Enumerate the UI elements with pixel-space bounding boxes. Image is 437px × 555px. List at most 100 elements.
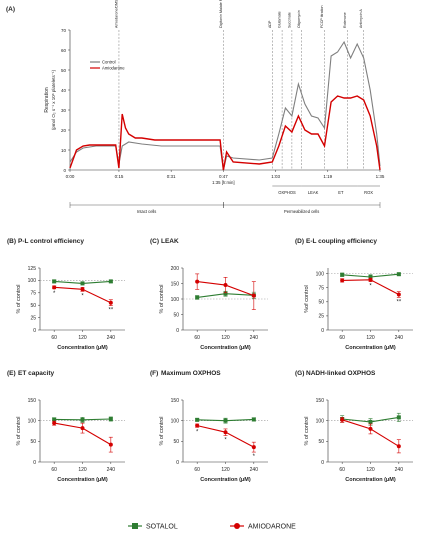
panel-a-y-tick-label: 70: [61, 28, 67, 33]
panel-c-point-amiodarone: [223, 283, 228, 288]
panel-a-ylabel-unit: (pmol O₂ s⁻¹ x 10⁸ platelets⁻¹): [51, 69, 56, 130]
panel-f-x-tick-label: 60: [194, 467, 200, 473]
panel-f-x-tick-label: 120: [221, 467, 230, 473]
panel-c-point-amiodarone: [195, 279, 200, 284]
panel-d-point-amiodarone: [368, 277, 373, 282]
panel-b-point-amiodarone: [80, 287, 85, 292]
panel-f-y-tick-label: 50: [173, 439, 179, 445]
panel-g-y-tick-label: 0: [321, 460, 324, 466]
panel-a-x-tick-label: 0:31: [167, 174, 176, 179]
panel-a-xlabel: 1:35 [h:min]: [212, 180, 234, 185]
panel-g-title: NADH-linked OXPHOS: [306, 370, 376, 377]
panel-e-y-tick-label: 0: [33, 460, 36, 466]
panel-a-trace-amiodarone: [69, 95, 381, 171]
panel-d-y-tick-label: 0: [321, 328, 324, 334]
panel-a-state-label: ET: [338, 190, 344, 195]
panel-b-point-sotalol: [108, 279, 113, 284]
panel-b-point-sotalol: [80, 281, 85, 286]
panel-e-y-tick-label: 50: [30, 439, 36, 445]
panel-e-y-tick-label: 150: [28, 398, 37, 404]
panel-b-point-sotalol: [52, 279, 57, 284]
panel-a-x-tick-label: 0:00: [66, 174, 75, 179]
panel-d-x-tick-label: 120: [366, 335, 375, 341]
panel-a-event-label: Glutamate: [278, 11, 282, 28]
panel-a-event-label: Antimycin A: [359, 9, 363, 28]
panel-c-x-tick-label: 240: [250, 335, 259, 341]
panel-e-point-amiodarone: [52, 421, 57, 426]
panel-g-x-tick-label: 60: [339, 467, 345, 473]
panel-c-label: (C): [150, 238, 159, 245]
panel-a-state-label: ROX: [364, 190, 373, 195]
panel-e-point-amiodarone: [108, 442, 113, 447]
panel-e-x-tick-label: 120: [78, 467, 87, 473]
panel-a-x-tick-label: 0:15: [115, 174, 124, 179]
panel-b-title: P-L control efficiency: [18, 238, 84, 245]
legend-sotalol-marker: [132, 523, 138, 529]
panel-f-title: Maximum OXPHOS: [161, 370, 221, 377]
panel-g-y-tick-label: 100: [316, 418, 325, 424]
panel-a-event-label: Amiodarone/DMSO: [114, 0, 118, 28]
panel-a-event-label: FCCP titration: [320, 5, 324, 28]
panel-f-point-sotalol: [195, 417, 200, 422]
panel-g-x-tick-label: 240: [395, 467, 404, 473]
panel-d-point-amiodarone: [340, 278, 345, 283]
panel-g-label: (G): [295, 370, 304, 377]
panel-a-trace-control: [69, 40, 381, 171]
panel-g-point-amiodarone: [340, 417, 345, 422]
panel-g-point-sotalol: [368, 419, 373, 424]
panel-a-legend-label: Control: [102, 60, 116, 65]
panel-d-point-sotalol: [340, 272, 345, 277]
panel-g-xlabel: Concentration (μM): [345, 477, 396, 483]
panel-d-xlabel: Concentration (μM): [345, 345, 396, 351]
panel-f-significance-marker: *: [253, 454, 256, 460]
panel-c-y-tick-label: 200: [171, 266, 180, 272]
panel-d-ylabel: %of control: [304, 285, 310, 313]
panel-c-y-tick-label: 50: [173, 312, 179, 318]
panel-f-ylabel: % of control: [159, 416, 165, 445]
panel-c-title: LEAK: [161, 238, 179, 245]
panel-e-x-tick-label: 60: [51, 467, 57, 473]
panel-b-xlabel: Concentration (μM): [57, 345, 108, 351]
legend-amiodarone-label: AMIODARONE: [248, 524, 296, 531]
panel-e-point-sotalol: [108, 417, 113, 422]
panel-e-xlabel: Concentration (μM): [57, 477, 108, 483]
panel-d-y-tick-label: 25: [318, 314, 324, 320]
panel-b-significance-marker: *: [53, 291, 56, 297]
panel-c-y-tick-label: 0: [176, 328, 179, 334]
panel-a-cell-label: Intact cells: [137, 209, 156, 214]
panel-d-y-tick-label: 75: [318, 286, 324, 292]
panel-a-y-tick-label: 40: [61, 88, 67, 93]
panel-g-point-amiodarone: [368, 426, 373, 431]
panel-g-y-tick-label: 50: [318, 439, 324, 445]
panel-c-point-sotalol: [223, 291, 228, 296]
panel-a-event-label: Digitonin Malate Pyruvate: [219, 0, 223, 28]
panel-b-y-tick-label: 125: [28, 266, 37, 272]
panel-d-significance-marker: *: [369, 284, 372, 290]
panel-a-legend-label: Amiodarone: [102, 66, 125, 71]
panel-b-x-tick-label: 240: [107, 335, 116, 341]
panel-a-event-label: Oligomycin: [297, 10, 301, 28]
panel-f-x-tick-label: 240: [250, 467, 259, 473]
panel-e-point-sotalol: [52, 417, 57, 422]
panel-d-point-sotalol: [396, 272, 401, 277]
panel-g-x-tick-label: 120: [366, 467, 375, 473]
panel-a-y-tick-label: 10: [61, 148, 67, 153]
panel-e-ylabel: % of control: [16, 416, 22, 445]
panel-a-y-tick-label: 20: [61, 128, 67, 133]
panel-b-y-tick-label: 75: [30, 291, 36, 297]
panel-d-y-tick-label: 100: [316, 271, 325, 277]
panel-g-y-tick-label: 150: [316, 398, 325, 404]
panel-c-x-tick-label: 60: [194, 335, 200, 341]
panel-c-ylabel: % of control: [159, 284, 165, 313]
panel-e-point-amiodarone: [80, 426, 85, 431]
panel-a-x-tick-label: 0:47: [219, 174, 228, 179]
panel-a-y-tick-label: 60: [61, 48, 67, 53]
panel-b-significance-marker: *: [81, 293, 84, 299]
panel-b-x-tick-label: 120: [78, 335, 87, 341]
panel-d-x-tick-label: 240: [395, 335, 404, 341]
panel-f-y-tick-label: 0: [176, 460, 179, 466]
panel-b-ylabel: % of control: [16, 284, 22, 313]
panel-c-point-sotalol: [195, 295, 200, 300]
